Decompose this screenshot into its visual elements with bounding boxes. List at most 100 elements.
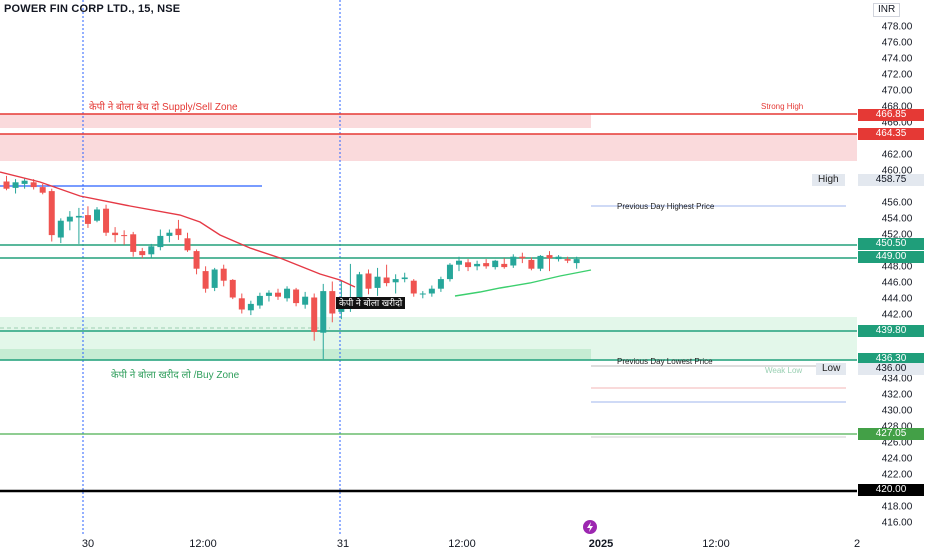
candle xyxy=(374,267,381,296)
lightning-icon xyxy=(583,520,597,534)
y-tick-label: 456.00 xyxy=(882,198,913,209)
candle-body xyxy=(157,235,164,248)
candle-body xyxy=(501,263,508,268)
y-tick-label: 474.00 xyxy=(882,54,913,65)
candle-body xyxy=(256,295,263,306)
candle xyxy=(220,264,227,287)
candle xyxy=(492,259,499,270)
candle-body xyxy=(265,292,272,296)
candle-body xyxy=(48,191,55,236)
candle xyxy=(265,290,272,302)
candle xyxy=(112,227,119,243)
buy-signal-label: केपी ने बोला खरीदो xyxy=(336,297,406,309)
candle xyxy=(39,183,46,195)
price-label-450-50: 450.50 xyxy=(858,238,924,250)
candle-body xyxy=(474,263,481,267)
candle-body xyxy=(21,180,28,184)
candle-body xyxy=(465,262,472,268)
candle xyxy=(139,247,146,259)
candle xyxy=(12,179,19,194)
candle-body xyxy=(202,271,209,289)
candle-body xyxy=(573,259,580,264)
high-label: High xyxy=(812,174,845,186)
candle xyxy=(202,266,209,293)
candle xyxy=(293,287,300,307)
prev-day-high-label: Previous Day Highest Price xyxy=(617,202,715,211)
currency-button[interactable]: INR xyxy=(873,3,901,17)
candle-body xyxy=(130,234,137,252)
candle-body xyxy=(184,238,191,251)
y-tick-label: 442.00 xyxy=(882,310,913,321)
candle xyxy=(121,230,128,245)
price-label-449-00: 449.00 xyxy=(858,251,924,263)
candle xyxy=(428,285,435,297)
candle-body xyxy=(555,256,562,260)
y-tick-label: 432.00 xyxy=(882,390,913,401)
candle xyxy=(419,291,426,299)
candle xyxy=(501,258,508,269)
y-tick-label: 446.00 xyxy=(882,278,913,289)
candle-body xyxy=(564,259,571,261)
y-tick-label: 462.00 xyxy=(882,150,913,161)
y-tick-label: 428.00 xyxy=(882,422,913,433)
candle-body xyxy=(220,268,227,281)
y-tick-label: 454.00 xyxy=(882,214,913,225)
candle-body xyxy=(356,274,363,303)
candle xyxy=(311,293,318,341)
y-tick-label: 478.00 xyxy=(882,22,913,33)
candle-body xyxy=(166,232,173,236)
candle-body xyxy=(338,306,345,312)
candle-body xyxy=(320,291,327,333)
candle-body xyxy=(238,298,245,310)
candle-body xyxy=(546,255,553,259)
candle xyxy=(474,260,481,271)
candle-body xyxy=(401,277,408,280)
candle xyxy=(546,251,553,272)
candle-body xyxy=(75,215,82,218)
candle-body xyxy=(57,220,64,238)
y-tick-label: 422.00 xyxy=(882,470,913,481)
candle-body xyxy=(175,228,182,236)
candle xyxy=(175,219,182,240)
price-label-427-05: 427.05 xyxy=(858,428,924,440)
y-tick-label: 476.00 xyxy=(882,38,913,49)
candle-body xyxy=(510,256,517,266)
candle xyxy=(302,291,309,309)
ema-line-red xyxy=(0,171,356,288)
candle xyxy=(401,272,408,283)
candle-body xyxy=(112,232,119,236)
candle xyxy=(437,276,444,292)
price-label-420-00: 420.00 xyxy=(858,484,924,496)
candle xyxy=(157,229,164,251)
candle-body xyxy=(383,277,390,284)
ema-line-green xyxy=(454,269,592,297)
candle xyxy=(3,175,10,191)
candle xyxy=(446,263,453,282)
candle-body xyxy=(419,293,426,295)
candle-body xyxy=(84,215,91,224)
candle xyxy=(284,286,291,302)
candle-body xyxy=(30,182,37,188)
candle xyxy=(229,279,236,300)
candle-body xyxy=(456,260,462,265)
y-tick-label: 434.00 xyxy=(882,374,913,385)
lightning-icon-bolt xyxy=(587,522,593,532)
candle-body xyxy=(284,288,291,299)
candle xyxy=(84,206,91,228)
candle-body xyxy=(148,246,155,255)
candle-body xyxy=(365,273,372,289)
symbol-title[interactable]: POWER FIN CORP LTD., 15, NSE xyxy=(4,3,181,15)
strong-high-label: Strong High xyxy=(761,102,804,111)
candle xyxy=(329,281,336,323)
candle xyxy=(555,255,562,262)
price-label-464-35: 464.35 xyxy=(858,128,924,140)
candle xyxy=(184,232,191,252)
candle xyxy=(130,231,137,257)
candle xyxy=(564,256,571,264)
candle xyxy=(465,259,472,272)
candle-body xyxy=(311,297,318,332)
candle-body xyxy=(293,289,300,304)
candle-body xyxy=(446,264,453,280)
candle-body xyxy=(428,288,435,294)
